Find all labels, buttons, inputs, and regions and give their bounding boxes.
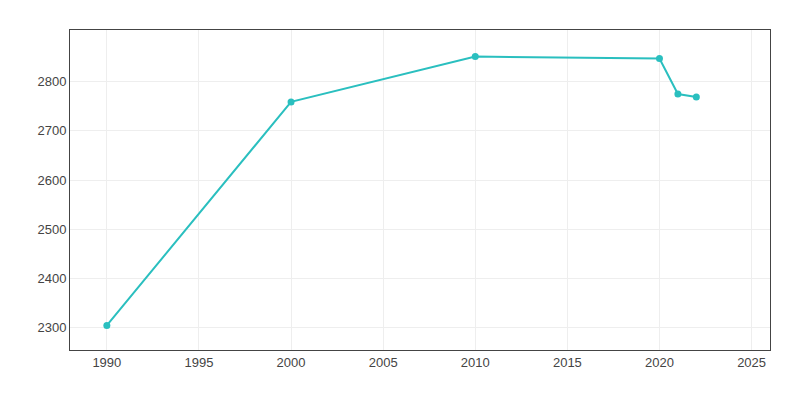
svg-text:2600: 2600 [37, 173, 66, 188]
svg-text:1990: 1990 [92, 355, 121, 370]
svg-text:2500: 2500 [37, 222, 66, 237]
svg-text:2000: 2000 [277, 355, 306, 370]
svg-text:2025: 2025 [737, 355, 766, 370]
svg-text:2015: 2015 [553, 355, 582, 370]
svg-text:2010: 2010 [461, 355, 490, 370]
svg-text:2700: 2700 [37, 123, 66, 138]
svg-text:2005: 2005 [369, 355, 398, 370]
svg-text:2020: 2020 [645, 355, 674, 370]
svg-text:2800: 2800 [37, 74, 66, 89]
svg-text:1995: 1995 [184, 355, 213, 370]
svg-text:2400: 2400 [37, 271, 66, 286]
svg-text:2300: 2300 [37, 320, 66, 335]
